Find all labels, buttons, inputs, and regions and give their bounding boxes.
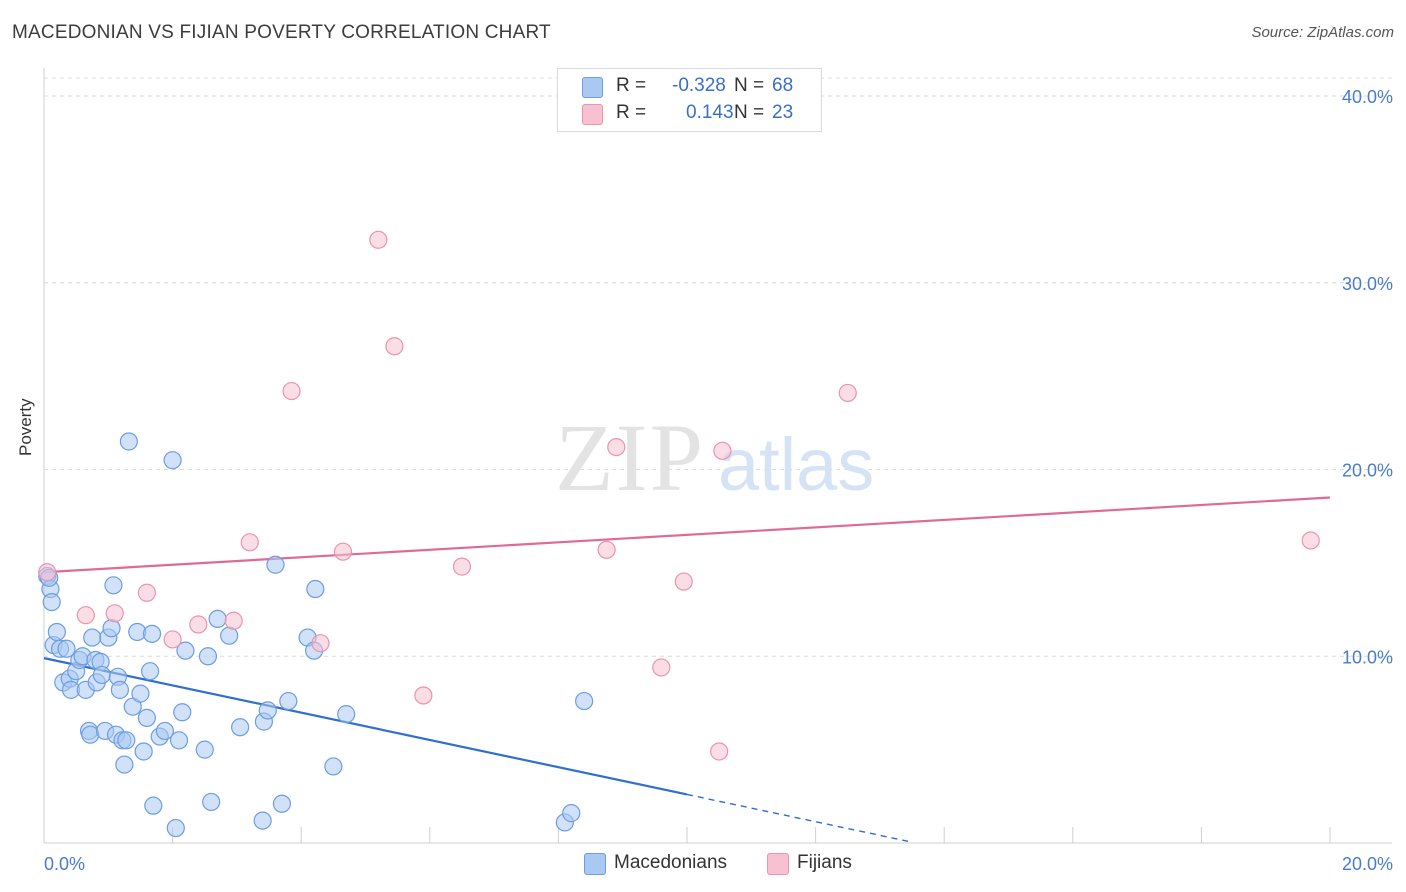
point-macedonians	[253, 811, 272, 830]
point-macedonians	[131, 684, 150, 703]
point-fijians	[311, 634, 330, 653]
point-macedonians	[169, 731, 189, 750]
legend-r-value: 0.143	[686, 102, 734, 123]
point-macedonians	[117, 731, 136, 750]
point-fijians	[385, 337, 404, 356]
legend-swatch-fijians	[582, 104, 603, 125]
point-fijians	[597, 540, 616, 559]
legend-n-value: 68	[772, 75, 794, 96]
point-fijians	[38, 563, 57, 582]
point-fijians	[163, 630, 182, 649]
point-macedonians	[92, 665, 111, 685]
y-tick-label: 30.0%	[1342, 274, 1393, 294]
legend-n-value: 23	[772, 102, 794, 123]
legend-label-macedonians: Macedonians	[614, 852, 728, 873]
x-tick-label: 0.0%	[44, 854, 85, 874]
point-macedonians	[119, 432, 138, 451]
point-macedonians	[176, 641, 195, 660]
point-macedonians	[258, 701, 277, 720]
point-fijians	[333, 542, 353, 561]
legend-swatch-macedonians	[584, 853, 606, 875]
legend-r-label: R =	[616, 102, 647, 123]
point-macedonians	[173, 703, 192, 722]
point-fijians	[224, 611, 243, 630]
point-fijians	[652, 658, 671, 677]
trend-lines	[43, 496, 1331, 843]
point-macedonians	[134, 742, 153, 761]
point-macedonians	[202, 792, 221, 812]
legend-swatch-fijians	[767, 853, 789, 875]
trend-line-extension	[686, 793, 913, 843]
point-macedonians	[47, 622, 66, 642]
axes	[43, 68, 1392, 844]
point-macedonians	[142, 624, 162, 643]
point-fijians	[282, 381, 301, 401]
point-macedonians	[42, 592, 61, 612]
point-fijians	[838, 383, 857, 403]
point-macedonians	[57, 639, 76, 658]
point-macedonians	[337, 705, 356, 724]
y-tick-label: 10.0%	[1342, 647, 1393, 667]
point-macedonians	[140, 662, 160, 681]
point-fijians	[137, 583, 156, 602]
legend-r-value: -0.328	[672, 75, 726, 96]
point-fijians	[369, 230, 388, 249]
point-fijians	[105, 604, 124, 623]
point-fijians	[189, 615, 208, 634]
point-macedonians	[83, 628, 102, 647]
point-macedonians	[166, 818, 185, 838]
data-points	[38, 230, 1320, 838]
point-macedonians	[306, 579, 325, 599]
point-macedonians	[208, 609, 227, 629]
source-label: Source: ZipAtlas.com	[1251, 24, 1394, 41]
point-macedonians	[266, 555, 285, 574]
watermark-atlas: atlas	[718, 423, 874, 506]
trend-line-macedonians	[43, 657, 688, 796]
point-macedonians	[102, 619, 121, 638]
point-macedonians	[575, 691, 594, 711]
watermark: ZIP atlas	[555, 404, 874, 511]
y-tick-label: 40.0%	[1342, 87, 1393, 107]
point-macedonians	[562, 804, 581, 823]
point-macedonians	[220, 626, 239, 645]
point-macedonians	[279, 691, 298, 711]
point-fijians	[414, 686, 433, 705]
point-fijians	[607, 437, 626, 457]
legend-r-label: R =	[616, 75, 647, 96]
tick-labels: 10.0% 20.0% 30.0% 40.0% 0.0% 20.0%	[44, 87, 1393, 874]
legend-label-fijians: Fijians	[797, 852, 852, 873]
point-macedonians	[144, 796, 163, 815]
legend-n-label: N =	[734, 75, 765, 96]
point-fijians	[710, 742, 729, 761]
legend-n-label: N =	[734, 102, 765, 123]
watermark-zip: ZIP	[555, 404, 705, 511]
point-fijians	[452, 557, 472, 576]
point-macedonians	[163, 451, 182, 470]
point-macedonians	[155, 721, 174, 741]
y-tick-label: 20.0%	[1342, 461, 1393, 481]
correlation-legend: R = -0.328 N = 68 R = 0.143 N = 23	[557, 68, 822, 132]
point-macedonians	[231, 718, 250, 737]
grid-lines	[44, 77, 1392, 657]
point-macedonians	[137, 708, 156, 727]
point-macedonians	[195, 740, 214, 759]
x-tick-label: 20.0%	[1342, 854, 1393, 874]
point-macedonians	[115, 755, 134, 774]
point-macedonians	[104, 576, 123, 595]
point-macedonians	[272, 794, 292, 813]
point-fijians	[76, 606, 95, 625]
point-fijians	[1301, 531, 1320, 550]
point-fijians	[240, 533, 259, 552]
legend-swatch-macedonians	[582, 77, 603, 98]
point-macedonians	[81, 725, 100, 744]
point-macedonians	[198, 647, 218, 666]
point-fijians	[674, 572, 693, 591]
chart-title: MACEDONIAN VS FIJIAN POVERTY CORRELATION…	[12, 22, 551, 43]
point-fijians	[713, 441, 732, 460]
trend-line-fijians	[43, 496, 1331, 574]
point-macedonians	[324, 757, 343, 776]
point-macedonians	[110, 680, 129, 699]
